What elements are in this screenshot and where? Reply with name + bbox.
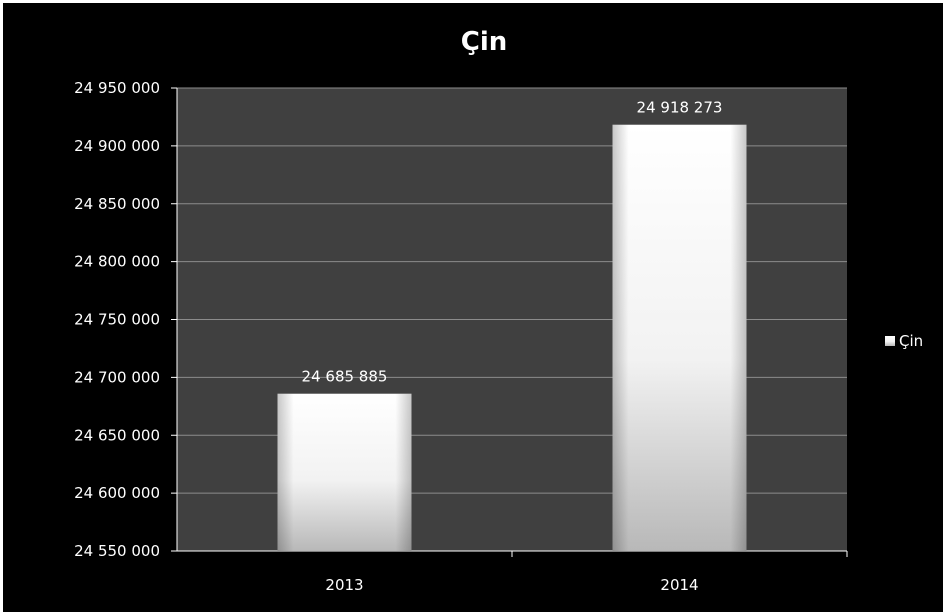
bar-shading — [612, 124, 747, 551]
x-tick-label: 2014 — [660, 576, 698, 594]
chart-title: Çin — [461, 27, 508, 57]
legend-label: Çin — [899, 332, 923, 350]
y-tick-label: 24 950 000 — [74, 79, 160, 97]
legend-swatch — [885, 336, 895, 346]
data-label: 24 685 885 — [302, 368, 388, 386]
y-tick-label: 24 750 000 — [74, 311, 160, 329]
y-tick-label: 24 700 000 — [74, 368, 160, 386]
y-axis: 24 550 000 24 600 000 24 650 000 24 700 000… — [74, 79, 178, 560]
y-tick-label: 24 900 000 — [74, 137, 160, 155]
data-labels: 24 685 885 24 918 273 — [302, 99, 723, 386]
data-label: 24 918 273 — [637, 99, 723, 117]
y-tick-label: 24 650 000 — [74, 426, 160, 444]
legend: Çin — [885, 332, 923, 350]
y-tick-label: 24 550 000 — [74, 542, 160, 560]
bar-shading — [277, 393, 412, 551]
y-tick-label: 24 600 000 — [74, 484, 160, 502]
bars — [277, 124, 747, 551]
y-tick-label: 24 800 000 — [74, 253, 160, 271]
x-tick-label: 2013 — [325, 576, 363, 594]
y-tick-label: 24 850 000 — [74, 195, 160, 213]
